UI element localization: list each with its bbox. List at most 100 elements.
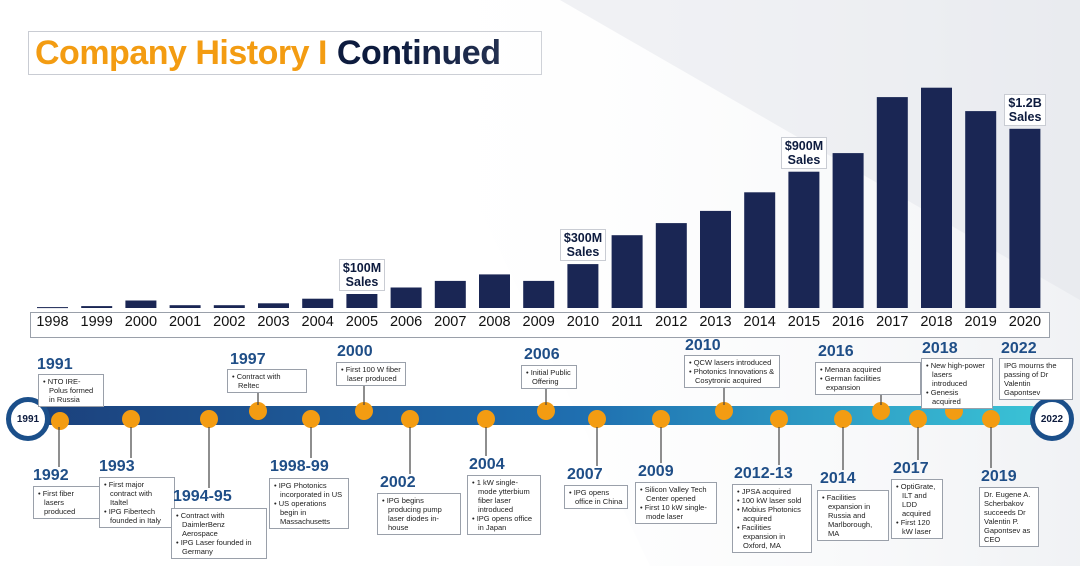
tick-label-2004: 2004 [301,314,334,330]
bar-2005 [346,294,378,308]
event-description-2007: IPG opens office in China [564,485,628,509]
event-description-2016: Menara acquiredGerman facilities expansi… [815,362,921,395]
event-year-2009: 2009 [638,463,674,480]
bar-2020 [1009,128,1041,308]
tick-label-2006: 2006 [389,314,423,330]
event-year-2018: 2018 [922,340,958,357]
sales-annotation-2010: $300M Sales [559,229,607,262]
timeline-dot-2016 [872,402,890,420]
bar-2007 [434,280,466,308]
event-line: Contract with DaimlerBenz Aerospace [176,511,262,538]
event-year-2019: 2019 [981,468,1017,485]
event-line: First major contract with Italtel [104,480,170,507]
bar-1998 [37,307,68,309]
event-description-2017: OptiGrate, ILT and LDD acquiredFirst 120… [891,479,943,539]
event-year-2010: 2010 [685,337,721,354]
tick-label-2019: 2019 [964,314,997,330]
year-axis [30,312,1050,338]
event-description-2019: Dr. Eugene A. Scherbakov succeeds Dr Val… [979,487,1039,547]
event-line: OptiGrate, ILT and LDD acquired [896,482,938,518]
tick-label-2005: 2005 [345,314,379,330]
bar-2004 [302,298,334,308]
event-year-1993: 1993 [99,458,135,475]
event-line: 100 kW laser sold [737,496,807,505]
timeline-dot-2019 [982,410,1000,428]
tick-label-2015: 2015 [787,314,821,330]
event-description-2018: New high-power lasers introducedGenesis … [921,358,993,409]
bar-2019 [965,111,997,308]
tick-label-2017: 2017 [876,314,909,330]
bar-2003 [258,303,289,308]
tick-label-2008: 2008 [478,314,511,330]
bar-2008 [479,274,510,308]
event-year-1994-95: 1994-95 [173,488,232,505]
event-line: NTO IRE-Polus formed in Russia [43,377,99,404]
event-description-2006: Initial Public Offering [521,365,577,389]
event-line: First 100 W fiber laser produced [341,365,401,383]
event-line: IPG Photonics incorporated in US [274,481,344,499]
event-year-2007: 2007 [567,466,603,483]
event-description-2022: IPG mourns the passing of Dr Valentin Ga… [999,358,1073,400]
event-line: Facilities expansion in Oxford, MA [737,523,807,550]
event-line: JPSA acquired [737,487,807,496]
timeline-dot-2006 [537,402,555,420]
timeline-dot-2010 [715,402,733,420]
event-line: Photonics Innovations & Cosytronic acqui… [689,367,775,385]
timeline-dot-1998-99 [302,410,320,428]
event-line: Mobius Photonics acquired [737,505,807,523]
tick-label-2014: 2014 [743,314,776,330]
timeline-dot-2004 [477,410,495,428]
bar-2001 [169,305,201,308]
event-year-2002: 2002 [380,474,416,491]
event-description-2000: First 100 W fiber laser produced [336,362,406,386]
tick-label-2000: 2000 [124,314,158,330]
event-year-1991: 1991 [37,356,73,373]
timeline-dot-2000 [355,402,373,420]
event-description-2012-13: JPSA acquired100 kW laser soldMobius Pho… [732,484,812,553]
bar-2000 [125,300,157,308]
timeline-dot-2009 [652,410,670,428]
timeline-dot-1991 [51,412,69,430]
timeline-dot-2014 [834,410,852,428]
event-year-1998-99: 1998-99 [270,458,329,475]
sales-annotation-2015: $900M Sales [780,136,828,169]
event-line: First fiber lasers produced [38,489,96,516]
timeline-dot-2012-13 [770,410,788,428]
event-description-2010: QCW lasers introducedPhotonics Innovatio… [684,355,780,388]
sales-annotation-2020: $1.2B Sales [1004,93,1046,126]
event-year-2014: 2014 [820,470,856,487]
timeline-dot-1994-95 [200,410,218,428]
event-year-2022: 2022 [1001,340,1037,357]
event-year-2016: 2016 [818,343,854,360]
tick-label-2013: 2013 [699,314,732,330]
event-description-1998-99: IPG Photonics incorporated in USUS opera… [269,478,349,529]
bar-2009 [523,280,555,308]
event-line: IPG Laser founded in Germany [176,538,262,556]
event-year-2006: 2006 [524,346,560,363]
tick-label-2001: 2001 [168,314,202,330]
event-description-1991: NTO IRE-Polus formed in Russia [38,374,104,407]
bar-2018 [921,87,952,308]
bar-2014 [744,192,776,308]
tick-label-2007: 2007 [434,314,467,330]
event-line: 1 kW single-mode ytterbium fiber laser i… [472,478,536,514]
event-line: IPG mourns the passing of Dr Valentin Ga… [1004,361,1057,397]
bar-2006 [390,287,422,308]
bar-1999 [81,306,113,308]
timeline-dot-1997 [249,402,267,420]
tick-label-2020: 2020 [1008,314,1042,330]
tick-label-2002: 2002 [213,314,246,330]
event-line: IPG begins producing pump laser diodes i… [382,496,456,532]
timeline-dot-2002 [401,410,419,428]
tick-label-1999: 1999 [80,314,113,330]
event-line: Silicon Valley Tech Center opened [640,485,712,503]
event-line: QCW lasers introduced [689,358,775,367]
event-description-1992: First fiber lasers produced [33,486,101,519]
timeline-end-label: 2022 [1040,413,1064,425]
bar-2015 [788,171,820,308]
bar-2002 [213,305,245,308]
tick-label-2018: 2018 [920,314,953,330]
event-description-2009: Silicon Valley Tech Center openedFirst 1… [635,482,717,524]
